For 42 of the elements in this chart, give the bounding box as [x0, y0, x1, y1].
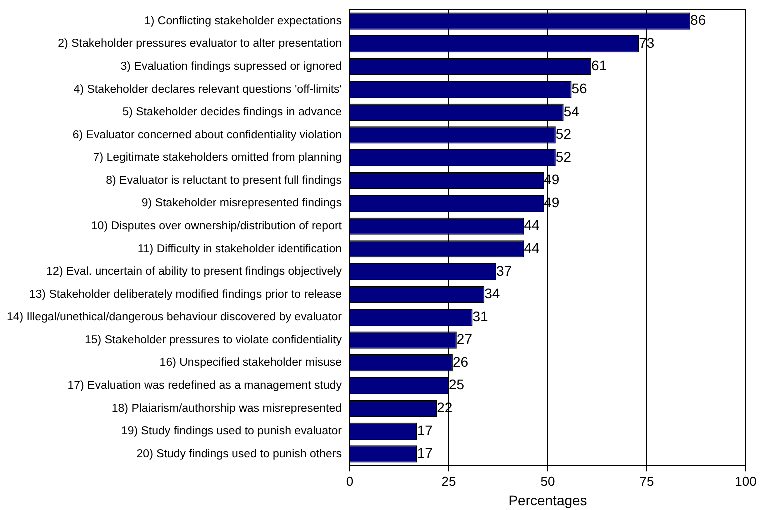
data-label: 34: [484, 286, 500, 302]
y-tick-label: 13) Stakeholder deliberately modified findings prior to release: [29, 288, 342, 301]
y-tick-label: 18) Plaiarism/authorship was misrepresented: [112, 402, 342, 415]
data-label: 27: [456, 331, 473, 348]
y-tick-label: 2) Stakeholder pressures evaluator to alter presentation: [58, 38, 342, 50]
y-tick-label: 6) Evaluator concerned about confidentiality violation: [72, 129, 342, 142]
data-label: 44: [524, 217, 540, 234]
x-tick-label: 75: [640, 474, 654, 489]
data-label: 52: [556, 148, 572, 165]
x-tick-label: 50: [540, 474, 556, 489]
data-label: 25: [448, 376, 465, 393]
data-label: 17: [417, 445, 434, 462]
y-tick-label: 8) Evaluator is reluctant to present full findings: [106, 174, 342, 187]
y-tick-label: 7) Legitimate stakeholders omitted from planning: [93, 152, 342, 164]
y-tick-label: 9) Stakeholder misrepresented findings: [142, 198, 342, 210]
y-tick-label: 15) Stakeholder pressures to violate confidentiality: [85, 334, 342, 346]
y-tick-label: 20) Study findings used to punish others: [136, 448, 342, 460]
data-label: 17: [417, 422, 434, 438]
y-tick-label: 10) Disputes over ownership/distribution of report: [91, 220, 343, 233]
x-tick-label: 100: [735, 474, 757, 489]
data-label: 44: [524, 240, 540, 256]
y-tick-label: 14) Illegal/unethical/dangerous behaviour discovered by evaluator: [6, 312, 342, 324]
data-label: 86: [690, 12, 706, 28]
data-label: 61: [592, 58, 608, 74]
data-label: 52: [556, 126, 572, 142]
y-tick-label: 5) Stakeholder decides findings in advance: [122, 106, 342, 119]
data-label: 26: [452, 354, 469, 370]
y-tick-label: 19) Study findings used to punish evaluator: [121, 426, 342, 438]
x-tick-label: 25: [442, 474, 456, 489]
data-label: 56: [572, 80, 588, 97]
y-tick-label: 3) Evaluation findings supressed or ignored: [120, 61, 342, 74]
y-tick-label: 17) Evaluation was redefined as a management study: [68, 380, 342, 392]
y-tick-label: 11) Difficulty in stakeholder identification: [138, 243, 342, 256]
data-label: 54: [564, 103, 580, 120]
data-label: 37: [496, 262, 512, 279]
y-tick-label: 1) Conflicting stakeholder expectations: [144, 15, 342, 28]
y-tick-label: 16) Unspecified stakeholder misuse: [160, 357, 342, 370]
y-tick-label: 4) Stakeholder declares relevant questions 'off-limits': [74, 84, 342, 96]
x-axis-title: Percentages: [508, 492, 588, 508]
y-tick-label: 12) Eval. uncertain of ability to present findings objectively: [46, 266, 342, 278]
data-label: 31: [472, 308, 489, 324]
x-tick-label: 0: [346, 474, 354, 489]
